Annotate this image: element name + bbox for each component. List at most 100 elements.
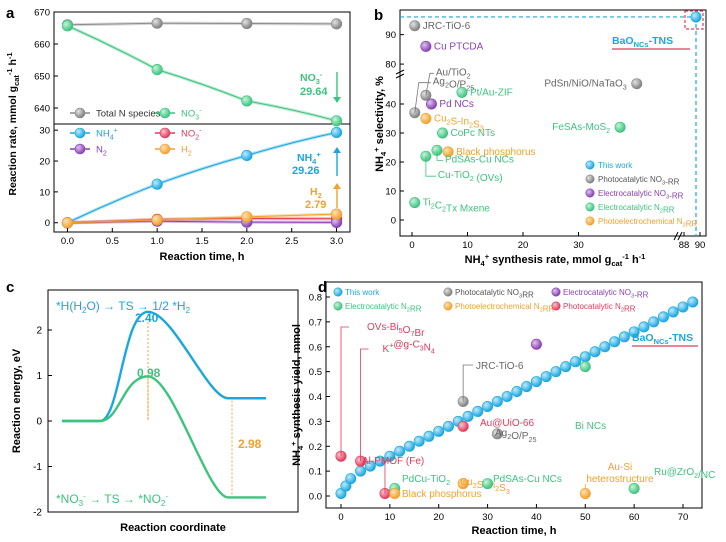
point-baoncs-tns (690, 11, 702, 23)
panel-b-ybreak-mark (395, 73, 405, 79)
panel-d-leader-line (360, 348, 369, 462)
legend-label-blue: This work (345, 288, 380, 297)
point-this-work (687, 296, 699, 308)
legend-marker-h2 (159, 143, 171, 155)
panel-label-b: b (374, 7, 383, 24)
annotation-nh4-value: 29.26 (292, 165, 320, 177)
point-label-pdsas-cu-ncs: PdSAs-Cu NCs (445, 154, 514, 165)
legend-label-gray: Photocatalytic NO3-RR (598, 175, 680, 186)
panel-c-frame (47, 289, 299, 513)
panel-d-ytick-label: 0.3 (309, 417, 322, 428)
legend-marker-blue (333, 287, 343, 297)
point-this-work (667, 306, 679, 318)
point-fesas-mos2 (614, 121, 626, 133)
panel-d-xtick-label: 70 (678, 512, 689, 523)
point-this-work (657, 311, 669, 323)
panel-label-a: a (6, 5, 15, 22)
annotation-nh4-arrowhead (333, 147, 341, 153)
point-label-au-si-heterostructure-line2: heterostructure (586, 474, 654, 485)
point-cu2s-in2s3 (420, 113, 432, 125)
point-this-work (394, 445, 406, 457)
panel-b-leader-line (425, 156, 436, 177)
energy-path-h2o (62, 310, 266, 423)
annotation-h2-value: 2.79 (305, 199, 326, 211)
point-au-uio-66 (457, 420, 469, 432)
panel-b-highlight-label: BaONCs-TNS (612, 35, 673, 49)
panel-b-ytick-label: 40 (385, 100, 396, 111)
point-this-work (628, 326, 640, 338)
point-label-ti2c2tx-mxene: Ti2C2Tx Mxene (423, 198, 491, 215)
point-label-pt-au-zif: Pt/Au-ZIF (470, 87, 513, 98)
energy-path-no3 (62, 375, 266, 499)
legend-marker-red (551, 301, 561, 311)
panel-d-leader-line (462, 480, 470, 484)
point-pdsn-nio-natao3 (631, 78, 643, 90)
legend-label-h2: H2 (181, 145, 192, 158)
panel-b-leader-line (425, 72, 434, 96)
panel-c-ytick-label: 0 (36, 417, 42, 428)
point-this-work (423, 430, 435, 442)
point-this-work (560, 361, 572, 373)
point-this-work (345, 473, 357, 485)
panel-a-xtick-label: 0.0 (61, 236, 74, 247)
panel-d-xtick-label: 50 (580, 512, 591, 523)
panel-b-highlight-box (684, 10, 704, 30)
panel-d-ytick-label: 0.1 (309, 467, 322, 478)
point-label-jrc-tio-6: JRC-TiO-6 (476, 361, 524, 372)
legend-label-no2: NO2- (181, 128, 202, 142)
point-this-work (501, 390, 513, 402)
annotation-no3-value: 29.64 (300, 86, 328, 98)
panel-c-ylabel: Reaction energy, eV (11, 348, 23, 453)
panel-c-xlabel: Reaction coordinate (120, 522, 226, 534)
point-this-work (472, 405, 484, 417)
point-this-work (521, 381, 533, 393)
panel-a-xtick-label: 1.5 (195, 236, 208, 247)
panel-d-leader-line (384, 460, 391, 494)
panel-c-top-path-label: *H(H2O) → TS → 1/2 *H2 (56, 299, 191, 315)
panel-b-xtick-label: 20 (518, 240, 529, 251)
point-this-work (355, 465, 367, 477)
legend-marker-blue (585, 160, 595, 170)
legend-marker-total (74, 107, 86, 119)
point-this-work (648, 316, 660, 328)
annotation-no3-label: NO3- (300, 70, 323, 86)
point-label-au-uio-66: Au@UiO-66 (480, 418, 534, 429)
panel-label-d: d (318, 279, 327, 296)
panel-d-xlabel: Reaction time, h (472, 525, 557, 537)
legend-marker-green (333, 301, 343, 311)
point-h2 (241, 211, 253, 223)
point-no3 (241, 95, 253, 107)
legend-label-red: Photocatalytic N2RR (563, 302, 636, 313)
point-no3 (151, 63, 163, 76)
panel-d-highlight-label: BaONCs-TNS (632, 332, 693, 346)
panel-a-ytick-label: 0 (45, 218, 50, 229)
point-this-work (579, 351, 591, 363)
panel-d-xtick-label: 60 (629, 512, 640, 523)
point-copc-nts (437, 127, 449, 139)
panel-b-ytick-label: 0 (391, 216, 396, 227)
panel-c-barrier-bottom: 0.98 (137, 366, 161, 380)
legend-marker-no2 (159, 127, 171, 139)
legend-label-orange: Photoelectrochemical N2RR (598, 217, 697, 228)
point-this-work (433, 425, 445, 437)
panel-d-xtick-label: 30 (482, 512, 493, 523)
point-jrc-tio-6 (409, 20, 421, 32)
point-this-work (364, 460, 376, 472)
legend-marker-no3 (159, 107, 171, 119)
point-label-au-si-heterostructure: Au-Si (608, 462, 632, 473)
point-label-ru-zro2-nc: Ru@ZrO2/NC (654, 467, 715, 481)
point-this-work (511, 386, 523, 398)
point-label-cu2s-in2s3: Cu2S-In2S3 (434, 114, 484, 133)
panel-b-ylabel: NH4+ selectivity, % (372, 76, 388, 172)
legend-label-orange: Photoelectrochemical N2RR (455, 302, 554, 313)
panel-b-xtick-label: 30 (573, 240, 584, 251)
panel-a-xtick-label: 2.0 (240, 236, 253, 247)
panel-a-ytick-label: 30 (39, 126, 50, 137)
series-line-no3 (66, 24, 337, 123)
point-this-work (462, 410, 474, 422)
point-label-pdcu-tio2: PdCu-TiO2 (402, 474, 450, 487)
panel-d-xtick-label: 0 (338, 512, 343, 523)
panel-c-ytick-label: 2 (36, 326, 42, 337)
point-cu-ptcda (420, 40, 432, 52)
panel-b-ybreak-mark (395, 69, 405, 75)
